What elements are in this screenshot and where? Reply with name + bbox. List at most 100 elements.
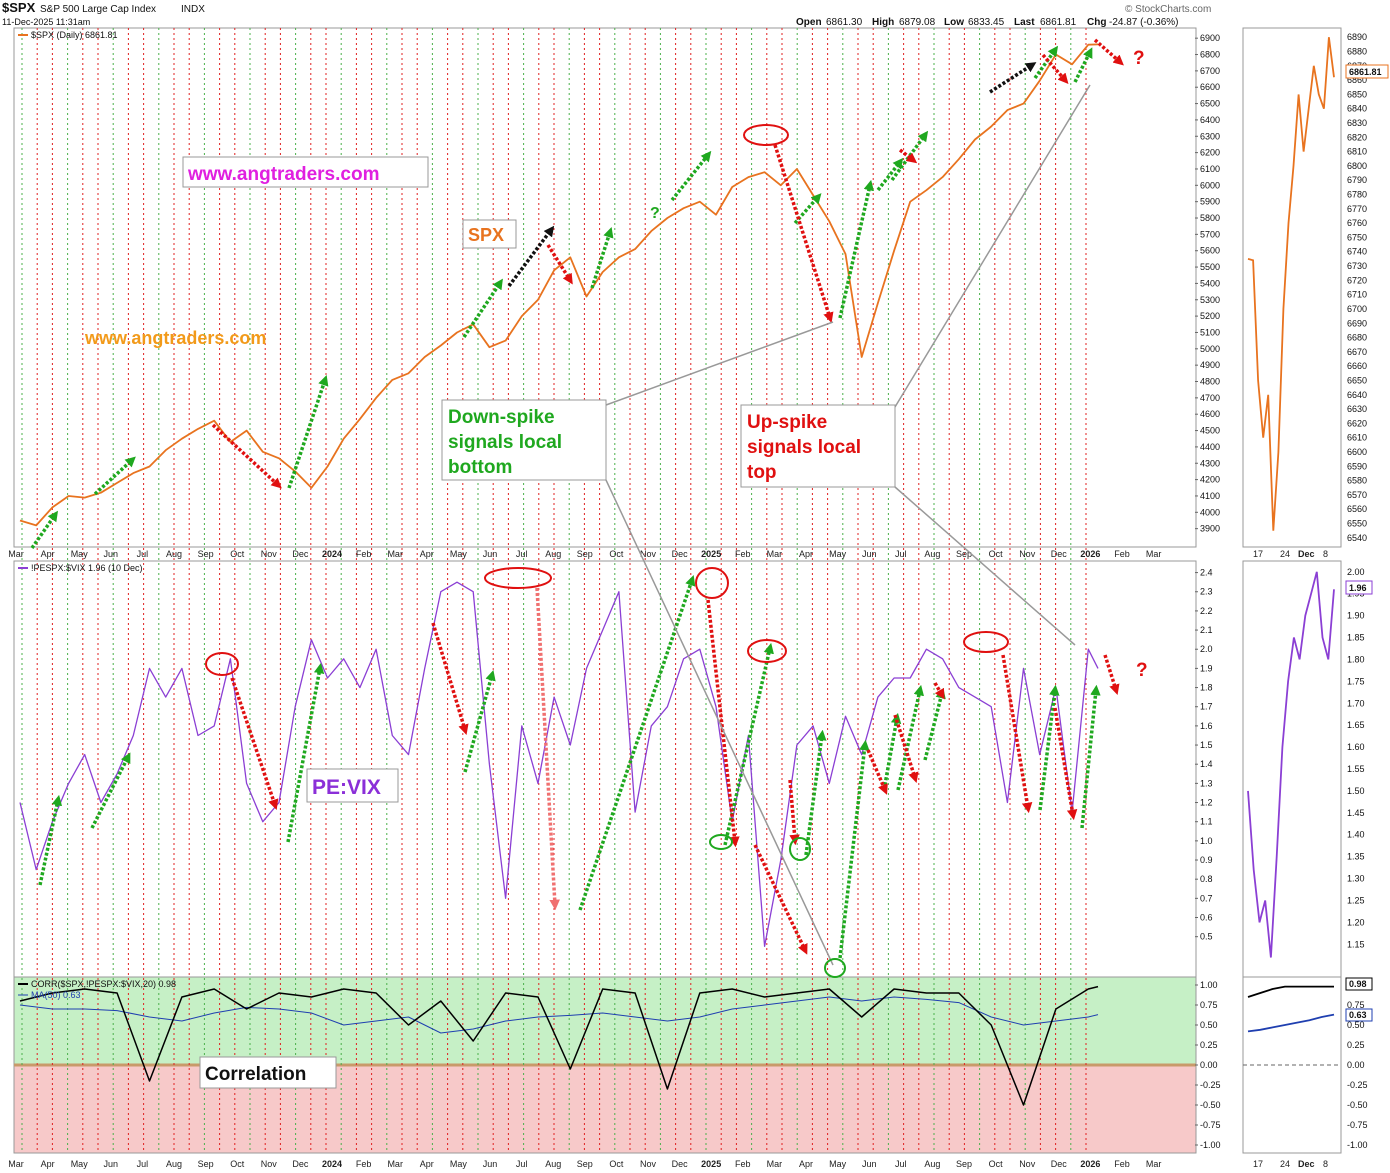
x-month-label: Dec	[292, 1159, 309, 1169]
spx-x-axis: Mar Apr May Jun Jul Aug Sep Oct Nov Dec 2024 Feb Mar…	[8, 549, 1161, 559]
x-month-label: Mar	[387, 1159, 403, 1169]
chart-date: 11-Dec-2025 11:31am	[2, 17, 90, 27]
chg-value: -24.87 (-0.36%)	[1109, 17, 1178, 28]
x-month-label: Nov	[261, 1159, 278, 1169]
signal-arrow	[230, 677, 279, 810]
signal-arrow	[898, 148, 918, 164]
y-tick-label: 2.2	[1200, 606, 1213, 616]
y-tick-label: 1.8	[1200, 683, 1213, 693]
x-month-label: Jul	[895, 1159, 907, 1169]
y-tick-label: -0.75	[1200, 1120, 1221, 1130]
inset-y-tick-label: 6860	[1347, 75, 1367, 85]
inset-y-tick-label: 6760	[1347, 218, 1367, 228]
ticker-name: S&P 500 Large Cap Index	[40, 4, 156, 15]
highlight-circles	[205, 124, 1009, 978]
signal-arrow	[893, 714, 919, 784]
signal-arrow	[876, 157, 904, 192]
y-tick-label: -0.50	[1200, 1100, 1221, 1110]
x-month-label: Feb	[356, 549, 372, 559]
inset-y-tick-label: 6580	[1347, 476, 1367, 486]
signal-arrow	[804, 729, 827, 856]
y-tick-label: 2.1	[1200, 625, 1213, 635]
ticker-symbol: $SPX	[2, 0, 36, 15]
signal-arrow	[38, 794, 63, 886]
signal-arrow	[462, 278, 503, 338]
x-month-label: Feb	[1114, 1159, 1130, 1169]
inset-spx-panel	[1242, 27, 1342, 548]
inset-y-tick-label: 6640	[1347, 390, 1367, 400]
x-month-label: Oct	[609, 1159, 624, 1169]
spx-label: SPX	[468, 225, 504, 245]
pevix-label: PE:VIX	[312, 776, 381, 799]
x-month-label: Aug	[545, 1159, 561, 1169]
y-tick-label: 4700	[1200, 393, 1220, 403]
signal-arrow	[1001, 654, 1033, 814]
x-month-label: Mar	[8, 549, 24, 559]
up-spike-callout: Up-spike signals local top	[740, 84, 1091, 646]
signal-arrow	[773, 144, 834, 324]
x-month-label: 2025	[701, 549, 721, 559]
inset-pevix-panel	[1242, 560, 1342, 978]
y-tick-label: 5900	[1200, 197, 1220, 207]
signal-arrow	[923, 687, 946, 761]
x-month-label: Oct	[609, 549, 624, 559]
corr-band-red	[14, 1065, 1196, 1153]
y-tick-label: 6600	[1200, 82, 1220, 92]
signal-arrow	[546, 244, 573, 285]
high-value: 6879.08	[899, 17, 936, 28]
source-credit: © StockCharts.com	[1125, 4, 1211, 15]
inset-y-tick-label: 1.65	[1347, 720, 1365, 730]
inset-y-tick-label: 6680	[1347, 333, 1367, 343]
up-spike-line-2: signals local	[747, 437, 861, 458]
inset-y-tick-label: 6740	[1347, 247, 1367, 257]
signal-arrow	[866, 749, 888, 795]
inset-y-tick-label: 1.40	[1347, 830, 1365, 840]
x-month-label: Oct	[230, 549, 245, 559]
y-tick-label: 1.4	[1200, 759, 1213, 769]
site-label-1: www.angtraders.com	[187, 164, 379, 185]
x-month-label: May	[71, 549, 89, 559]
inset-corr-y-tick-label: 0.50	[1347, 1020, 1365, 1030]
y-tick-label: 2.4	[1200, 568, 1213, 578]
inset-corr-y-tick-label: 0.25	[1347, 1040, 1365, 1050]
y-tick-label: 4600	[1200, 409, 1220, 419]
y-tick-label: 4500	[1200, 426, 1220, 436]
y-tick-label: 4000	[1200, 507, 1220, 517]
x-month-label: Dec	[1051, 549, 1068, 559]
x-month-label: Jul	[137, 549, 149, 559]
y-tick-label: 0.75	[1200, 1000, 1218, 1010]
signal-arrow	[535, 587, 560, 911]
inset-corr-y-tick-label: -0.75	[1347, 1120, 1368, 1130]
y-tick-label: 1.3	[1200, 778, 1213, 788]
x-month-label: Mar	[1146, 1159, 1162, 1169]
x-month-label: May	[450, 1159, 468, 1169]
x-month-label: Dec	[292, 549, 309, 559]
x-month-label: Jun	[862, 549, 877, 559]
signal-arrow	[1080, 684, 1101, 829]
x-month-label: Nov	[1019, 1159, 1036, 1169]
inset-x-top-label: Dec	[1298, 549, 1315, 559]
corr-legend: CORR($SPX,!PESPX:$VIX,20) 0.98	[31, 979, 176, 989]
y-tick-label: 6700	[1200, 66, 1220, 76]
y-tick-label: 5100	[1200, 327, 1220, 337]
x-month-label: Sep	[577, 549, 593, 559]
y-tick-label: 0.00	[1200, 1060, 1218, 1070]
circle-pevix-top-5	[963, 631, 1009, 653]
inset-x-bot-label: 17	[1253, 1159, 1263, 1169]
y-tick-label: -1.00	[1200, 1140, 1221, 1150]
inset-y-tick-label: 6700	[1347, 304, 1367, 314]
y-tick-label: 1.6	[1200, 721, 1213, 731]
spx-last-tag: 6861.81	[1345, 64, 1389, 79]
inset-y-tick-label: 6780	[1347, 190, 1367, 200]
spx-label-box	[462, 219, 517, 249]
y-tick-label: 5300	[1200, 295, 1220, 305]
x-month-label: 2026	[1080, 549, 1100, 559]
question-mark-spx: ?	[1133, 48, 1145, 69]
inset-y-tick-label: 6850	[1347, 89, 1367, 99]
x-month-label: 2024	[322, 549, 342, 559]
low-label: Low	[944, 17, 964, 28]
y-tick-label: 4800	[1200, 377, 1220, 387]
inset-x-top-label: 17	[1253, 549, 1263, 559]
signal-arrow	[431, 622, 469, 736]
inset-y-tick-label: 1.20	[1347, 917, 1365, 927]
